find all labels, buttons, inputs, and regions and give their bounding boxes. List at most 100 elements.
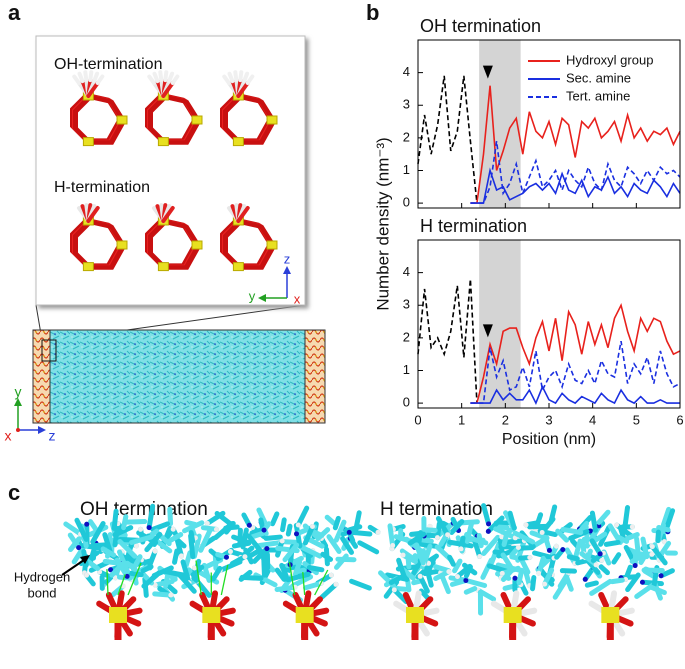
si-atom: [601, 607, 620, 623]
stick: [213, 521, 235, 541]
stick: [144, 531, 163, 553]
stick: [589, 510, 598, 533]
atom: [499, 570, 505, 576]
atom: [309, 523, 315, 529]
atom: [264, 546, 270, 552]
stick: [424, 565, 434, 588]
atom: [417, 573, 423, 579]
atom: [539, 529, 545, 535]
inset-label: OH-termination: [54, 56, 162, 73]
atom: [242, 554, 248, 560]
atom: [485, 528, 491, 534]
stick: [180, 559, 192, 586]
legend-label: Hydroxyl group: [566, 52, 653, 67]
snapshot-title: H termination: [380, 499, 493, 520]
box-axes: y x z: [5, 384, 56, 444]
ring: [149, 95, 202, 145]
stick: [130, 554, 143, 572]
stick: [649, 544, 668, 566]
stick: [302, 523, 315, 546]
stick: [655, 529, 661, 544]
si-atom: [232, 137, 244, 147]
stick: [292, 559, 303, 577]
callout-arrow: [80, 555, 90, 564]
stick: [112, 525, 134, 538]
si-atom: [157, 137, 169, 147]
stick: [603, 539, 621, 547]
atom: [536, 570, 542, 576]
ring: [224, 220, 277, 270]
atom: [138, 526, 144, 532]
y-tick-label: 3: [403, 97, 410, 112]
atom: [108, 567, 114, 573]
atom: [632, 563, 638, 569]
stick: [158, 70, 164, 83]
stick: [447, 554, 456, 567]
stick: [464, 521, 474, 544]
stick: [285, 571, 311, 583]
stick: [222, 74, 231, 86]
x-tick-label: 3: [545, 412, 552, 427]
chart-title: H termination: [420, 216, 527, 236]
stick: [539, 516, 556, 535]
stick: [182, 520, 205, 534]
si-atom: [82, 262, 94, 272]
stick: [564, 574, 574, 592]
stick: [568, 529, 590, 541]
h-bond: [106, 569, 109, 596]
stick: [481, 534, 501, 556]
h-bond: [220, 564, 229, 596]
stick: [95, 74, 105, 85]
inset-axes: z y x: [249, 251, 301, 306]
ring: [224, 95, 277, 145]
stick: [263, 534, 283, 541]
stick: [648, 584, 667, 596]
si-atom: [157, 262, 169, 272]
stick: [501, 530, 510, 548]
stick: [449, 519, 465, 535]
stick: [625, 572, 641, 593]
stick: [170, 74, 180, 85]
y-tick-label: 2: [403, 129, 410, 144]
stick: [201, 562, 212, 583]
atom: [112, 575, 118, 581]
atom: [515, 544, 521, 550]
atom: [434, 535, 440, 541]
silica-slab: [32, 329, 51, 424]
stick: [86, 80, 100, 98]
stick: [349, 578, 372, 591]
atom: [542, 581, 548, 587]
stick: [357, 540, 380, 555]
panel-label: b: [366, 0, 379, 25]
atom: [191, 565, 197, 571]
stick: [161, 205, 175, 223]
si-atom: [266, 115, 278, 125]
stick: [231, 540, 252, 549]
stick: [409, 530, 424, 537]
stick: [63, 521, 84, 537]
atom: [446, 569, 452, 575]
stick: [100, 546, 117, 558]
stick: [163, 70, 169, 83]
stick: [598, 564, 610, 576]
stick: [242, 71, 250, 84]
y-tick-label: 0: [403, 395, 410, 410]
stick: [290, 574, 314, 589]
stick: [249, 530, 266, 540]
stick: [516, 567, 525, 586]
atom: [146, 525, 152, 531]
stick: [614, 534, 630, 544]
atom: [152, 548, 158, 554]
h-bond: [117, 574, 126, 596]
si-atom: [503, 607, 522, 623]
silica-chains: [70, 70, 278, 272]
stick: [147, 74, 156, 86]
stick: [281, 539, 300, 545]
stick: [480, 557, 494, 580]
panel-label: c: [8, 480, 20, 505]
atom: [593, 562, 599, 568]
atom: [294, 531, 300, 537]
stick: [88, 519, 100, 533]
marker: [482, 65, 493, 79]
atom: [546, 547, 552, 553]
